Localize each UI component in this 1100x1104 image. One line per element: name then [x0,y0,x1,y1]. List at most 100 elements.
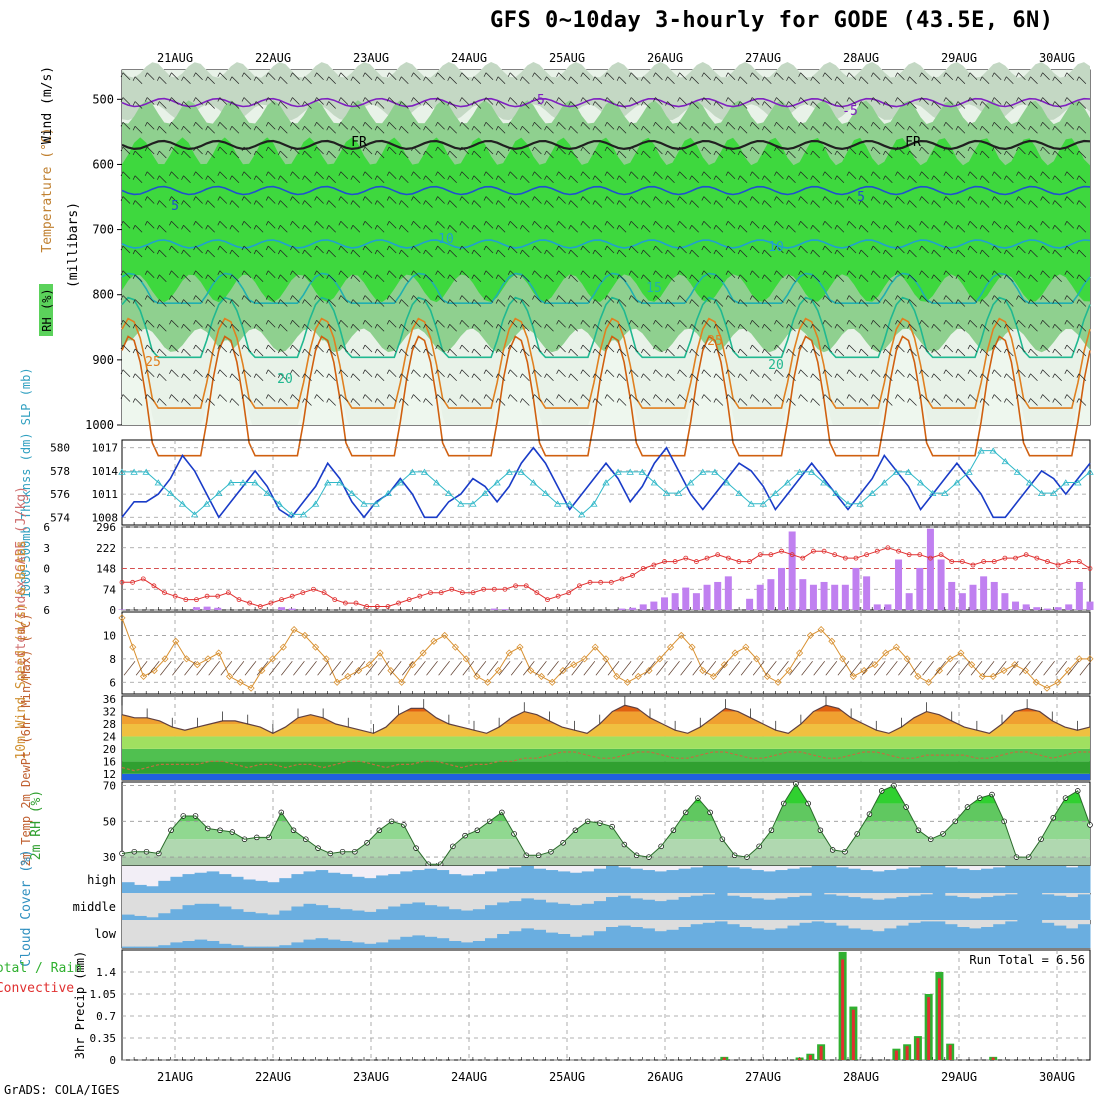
cloud-cell [981,927,994,948]
wind-barb [340,245,349,254]
cloud-cell [896,868,909,893]
thickness-marker [263,489,271,497]
wind-barb-flag [495,398,499,403]
li-marker [800,555,806,561]
wind-barb-flag [653,221,656,226]
wind-barb-flag [774,320,777,325]
wind-barb [473,150,482,159]
wind-barb-flag [640,373,644,378]
cloud-cell [182,905,196,920]
thickness-marker [348,489,356,497]
wind-barb-flag [604,295,608,300]
wind-barb [328,299,336,307]
wind-marker [161,655,169,663]
wind-barb-flag [640,249,644,255]
cloud-cell [642,928,655,948]
cloud-cell [448,941,462,948]
wind-marker [666,643,675,651]
wind-barb-flag [338,221,342,226]
wind-barb-flag [483,196,487,201]
wind-barb [195,320,203,328]
wind-barb [437,146,445,155]
wind-barb [195,221,203,229]
wind-barb [582,320,591,328]
wind-barb-flag [665,324,668,329]
cloud-cell [485,905,498,920]
wind-barb [872,320,881,328]
wind-barb-flag [144,245,148,251]
wind-barb [509,295,518,303]
wind-barb-flag [1016,196,1019,201]
wind-barb-flag [810,101,814,106]
surface-barb [523,661,535,676]
wind-barb-flag [967,394,971,399]
wind-barb [280,101,288,109]
upper-ylabel: (millibars) [66,202,81,288]
wind-barb [304,200,312,208]
wind-barb [534,171,542,180]
wind-barb-flag [870,72,874,77]
wind-barb-flag [229,225,233,230]
wind-barb-flag [205,324,209,329]
wind-barb-flag [507,72,511,77]
wind-barb-flag [435,369,438,374]
surface-barb [160,661,172,676]
wind-barb [340,171,349,180]
wind-barb [304,373,312,382]
wind-barb [739,299,748,307]
thickness-marker [686,479,695,486]
wind-barb [122,344,131,353]
wind-marker [1032,678,1040,686]
wind-barb-flag [483,72,487,77]
wind-barb-flag [120,146,124,152]
wind-barb [558,122,566,130]
surface-barb [1031,661,1043,676]
wind-barb [304,299,312,307]
wind-barb [1042,369,1050,378]
wind-barb-flag [519,398,523,403]
wind-barb [497,324,506,332]
wind-barb [437,344,445,353]
wind-barb-flag [471,175,475,180]
wind-barb [231,348,240,357]
wind-barb-flag [507,171,511,176]
wind-barb [231,101,240,109]
wind-barb [159,76,167,85]
wind-barb-flag [943,196,947,201]
wind-barb-flag [749,221,753,226]
wind-barb-flag [846,196,850,201]
wind-barb-flag [144,344,148,350]
wind-barb [933,299,941,307]
wind-barb [280,175,288,184]
wind-barb [328,200,336,208]
wind-barb [897,344,905,353]
wind-barb-flag [580,344,584,350]
wind-barb [897,221,905,229]
wind-barb [691,101,699,109]
wind-barb-flag [689,398,693,403]
cloud-cell [351,942,365,948]
wind-barb-flag [919,270,922,275]
wind-barb-flag [132,200,136,205]
wind-barb-flag [628,97,632,102]
y-tick-label: 900 [92,353,114,367]
li-marker [162,590,167,596]
wind-barb-flag [302,175,305,180]
wind-barb [159,348,167,357]
wind-barb-flag [507,245,511,251]
contour-label: 25 [707,334,723,349]
wind-barb-flag [822,171,826,176]
wind-marker [312,643,320,651]
wind-barb [751,72,760,81]
wind-barb [243,320,252,328]
wind-barb [437,171,445,180]
wind-barb [643,126,651,134]
wind-barb [497,175,506,184]
wind-barb-flag [181,348,184,354]
wind-barb-flag [955,200,959,205]
wind-barb [522,76,530,85]
wind-barb [643,324,651,332]
wind-barb [159,398,167,406]
temperature-label: Temperature (°C) [40,127,55,252]
precip-tick-label: 0 [109,1054,116,1067]
